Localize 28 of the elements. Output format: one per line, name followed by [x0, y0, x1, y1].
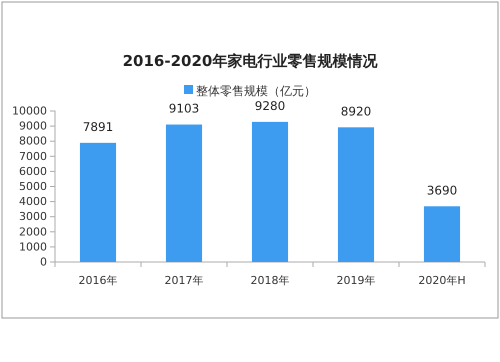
data-label: 8920 — [340, 104, 372, 118]
y-tick-label: 1000 — [19, 240, 47, 254]
y-tick-label: 5000 — [19, 180, 47, 194]
y-tick-label: 3000 — [19, 210, 47, 224]
x-tick-label: 2019年 — [336, 274, 376, 287]
legend-label: 整体零售规模（亿元） — [196, 84, 316, 98]
bar — [166, 124, 202, 262]
x-tick-label: 2020年H — [418, 274, 466, 287]
y-tick-label: 6000 — [19, 164, 47, 178]
y-tick-label: 8000 — [19, 134, 47, 148]
x-tick-label: 2018年 — [250, 274, 290, 287]
x-tick-label: 2017年 — [164, 274, 204, 287]
bar — [424, 206, 460, 262]
y-tick-label: 0 — [40, 256, 47, 269]
y-tick-label: 7000 — [19, 150, 47, 163]
y-tick-label: 4000 — [19, 195, 47, 208]
x-tick-label: 2016年 — [78, 274, 118, 287]
bar — [80, 142, 116, 262]
data-label: 3690 — [426, 183, 458, 198]
data-label: 9280 — [254, 98, 286, 113]
data-label: 9103 — [168, 102, 200, 116]
y-tick-label: 2000 — [19, 225, 47, 238]
y-tick-label: 9000 — [19, 120, 47, 133]
bar — [338, 127, 374, 262]
bar — [252, 122, 288, 262]
data-label: 7891 — [82, 120, 114, 134]
y-tick-label: 10000 — [12, 104, 47, 118]
chart-title: 2016-2020年家电行业零售规模情况 — [122, 52, 378, 70]
